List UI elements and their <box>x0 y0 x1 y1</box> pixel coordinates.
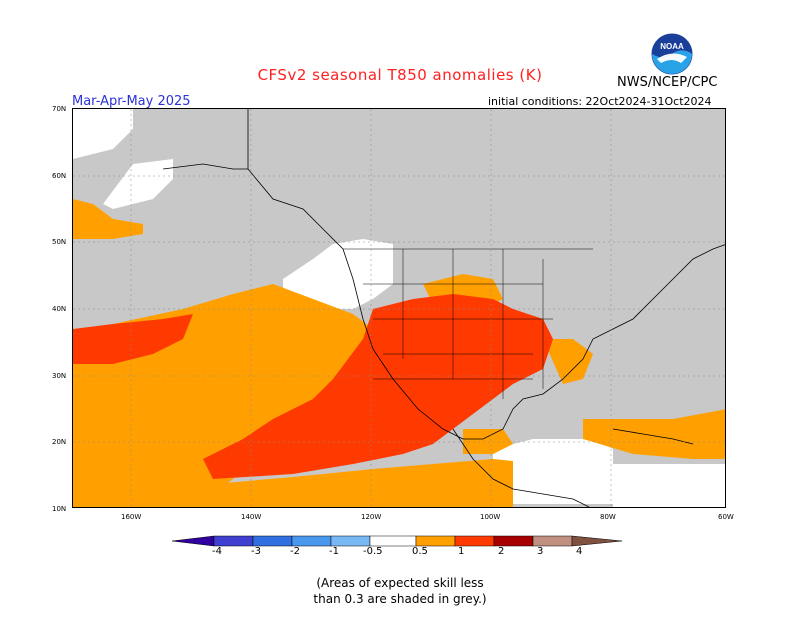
anomaly-red-pacific-west <box>73 314 193 364</box>
lat-label: 20N <box>52 438 67 446</box>
colorbar-swatch <box>213 535 254 547</box>
lat-label: 60N <box>52 172 67 180</box>
colorbar-label: -3 <box>251 546 261 557</box>
white-region-caribbean-east <box>613 464 725 507</box>
colorbar-label: -4 <box>212 546 222 557</box>
lon-label: 140W <box>241 513 262 521</box>
anomaly-red-conus <box>203 294 553 479</box>
colorbar-label: -2 <box>290 546 300 557</box>
colorbar-label: 4 <box>576 546 583 557</box>
lat-label: 70N <box>52 105 67 113</box>
anomaly-orange-gulf-alaska <box>73 199 143 239</box>
colorbar-swatch <box>369 535 417 547</box>
colorbar-swatch <box>415 535 456 547</box>
colorbar-label: 1 <box>458 546 465 557</box>
colorbar-swatch <box>454 535 495 547</box>
skill-footnote: (Areas of expected skill less than 0.3 a… <box>0 575 800 607</box>
colorbar-extend-low <box>172 535 215 547</box>
lat-label: 10N <box>52 505 67 513</box>
anomaly-orange-bottom <box>73 459 513 507</box>
initial-conditions-label: initial conditions: 22Oct2024-31Oct2024 <box>488 95 712 108</box>
noaa-logo: NOAA <box>651 33 693 75</box>
lon-label: 120W <box>361 513 382 521</box>
period-label: Mar-Apr-May 2025 <box>72 94 191 109</box>
colorbar-swatch <box>252 535 293 547</box>
map-canvas <box>73 109 725 507</box>
lat-label: 30N <box>52 372 67 380</box>
political-boundaries <box>343 248 593 399</box>
footnote-line-1: (Areas of expected skill less <box>316 576 484 590</box>
colorbar-label: 3 <box>537 546 544 557</box>
anomaly-map <box>72 108 726 508</box>
footnote-line-2: than 0.3 are shaded in grey.) <box>313 592 487 606</box>
lon-label: 60W <box>718 513 734 521</box>
white-region-east-pac <box>493 439 613 504</box>
colorbar-label: 0.5 <box>412 546 428 557</box>
colorbar-label: -1 <box>329 546 339 557</box>
anomaly-orange-caribbean <box>583 409 725 459</box>
white-region-aleutian <box>103 159 173 209</box>
lon-label: 80W <box>600 513 616 521</box>
colorbar <box>172 535 623 547</box>
anomaly-orange-southeast <box>543 339 593 384</box>
lon-label: 100W <box>480 513 501 521</box>
colorbar-swatch <box>330 535 371 547</box>
anomaly-orange-gulf-mexico <box>463 429 513 454</box>
colorbar-swatch <box>493 535 534 547</box>
agency-label: NWS/NCEP/CPC <box>617 75 718 90</box>
colorbar-label: 2 <box>498 546 505 557</box>
lon-label: 160W <box>121 513 142 521</box>
white-region-nw-pacific <box>73 109 133 159</box>
map-gridlines <box>73 109 725 507</box>
noaa-logo-text: NOAA <box>660 42 684 51</box>
lat-label: 40N <box>52 305 67 313</box>
white-region-west-coast <box>283 239 393 309</box>
colorbar-label: -0.5 <box>363 546 383 557</box>
map-title: CFSv2 seasonal T850 anomalies (K) <box>257 66 543 84</box>
colorbar-swatch <box>291 535 332 547</box>
colorbar-extend-high <box>571 535 623 547</box>
colorbar-swatch <box>532 535 573 547</box>
lat-label: 50N <box>52 238 67 246</box>
